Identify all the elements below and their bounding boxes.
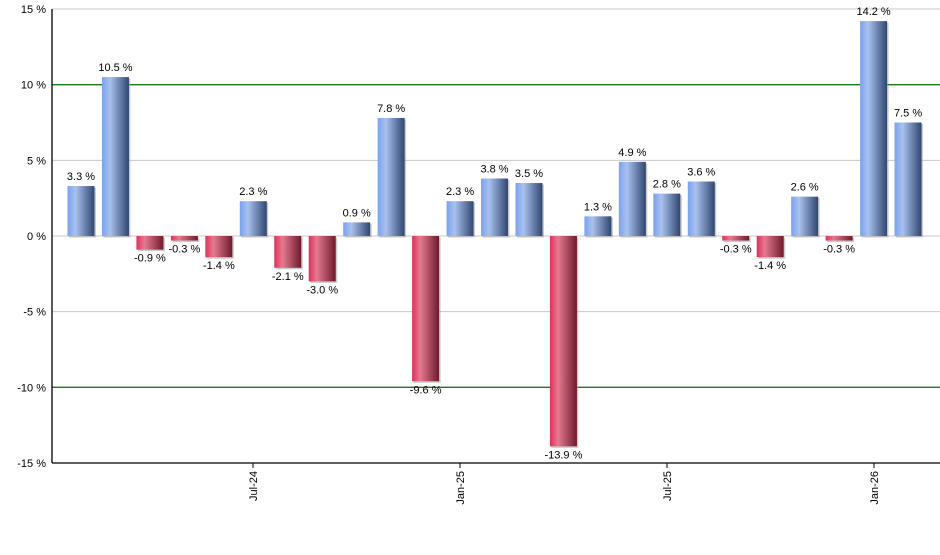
y-tick-label: 5 % xyxy=(27,155,46,167)
bar xyxy=(205,236,233,258)
grid xyxy=(52,8,940,388)
bar xyxy=(653,193,681,236)
bar xyxy=(377,117,405,236)
data-label: -0.3 % xyxy=(823,244,855,256)
data-label: 14.2 % xyxy=(856,6,890,18)
bar xyxy=(791,196,819,236)
data-label: 2.8 % xyxy=(653,179,681,191)
data-label: 3.8 % xyxy=(480,163,508,175)
data-label: -0.9 % xyxy=(134,253,166,265)
bar xyxy=(860,21,888,237)
data-label: -0.3 % xyxy=(720,244,752,256)
bar xyxy=(67,186,95,236)
bar xyxy=(343,222,371,236)
bar xyxy=(618,161,646,236)
data-label: -1.4 % xyxy=(203,260,235,272)
data-label: 2.3 % xyxy=(446,186,474,198)
data-label: -9.6 % xyxy=(410,384,442,396)
data-label: -2.1 % xyxy=(272,271,304,283)
bar xyxy=(308,236,336,282)
bar xyxy=(412,236,440,382)
y-tick-label: 15 % xyxy=(21,4,46,16)
bar xyxy=(687,181,715,236)
bar xyxy=(722,236,750,241)
bar xyxy=(481,178,509,236)
bar xyxy=(549,236,577,447)
data-label: 3.3 % xyxy=(67,171,95,183)
data-label: 0.9 % xyxy=(343,207,371,219)
bars xyxy=(67,21,924,448)
y-tick-label: 0 % xyxy=(27,231,46,243)
bar xyxy=(584,216,612,236)
y-tick-label: -5 % xyxy=(23,307,46,319)
data-label: 3.5 % xyxy=(515,168,543,180)
x-tick-label: Jan-25 xyxy=(455,471,467,505)
x-tick-label: Jan-26 xyxy=(869,471,881,505)
bar xyxy=(756,236,784,258)
bar xyxy=(825,236,853,241)
data-label: -13.9 % xyxy=(544,449,582,461)
bar xyxy=(515,183,543,236)
bar xyxy=(274,236,302,268)
data-labels: 3.3 %10.5 %-0.9 %-0.3 %-1.4 %2.3 %-2.1 %… xyxy=(67,6,922,461)
y-tick-label: 10 % xyxy=(21,80,46,92)
data-label: 10.5 % xyxy=(98,62,132,74)
data-label: -0.3 % xyxy=(168,244,200,256)
data-label: 7.8 % xyxy=(377,103,405,115)
y-tick-label: -10 % xyxy=(17,382,46,394)
data-label: 3.6 % xyxy=(687,167,715,179)
x-tick-label: Jul-24 xyxy=(248,471,260,501)
bar xyxy=(239,201,267,236)
data-label: 7.5 % xyxy=(894,108,922,120)
bar xyxy=(446,201,474,236)
bar xyxy=(101,77,129,236)
data-label: 1.3 % xyxy=(584,201,612,213)
data-label: -3.0 % xyxy=(306,284,338,296)
bar xyxy=(136,236,164,250)
data-label: 2.3 % xyxy=(239,186,267,198)
bar xyxy=(894,122,922,236)
data-label: 4.9 % xyxy=(618,147,646,159)
axes: 15 % 10 % 5 % 0 % -5 % -10 % -15 % Jul-24 Jan-25… xyxy=(17,4,940,505)
x-tick-label: Jul-25 xyxy=(662,471,674,501)
bar xyxy=(170,236,198,241)
y-tick-label: -15 % xyxy=(17,458,46,470)
data-label: -1.4 % xyxy=(754,260,786,272)
data-label: 2.6 % xyxy=(791,182,819,194)
